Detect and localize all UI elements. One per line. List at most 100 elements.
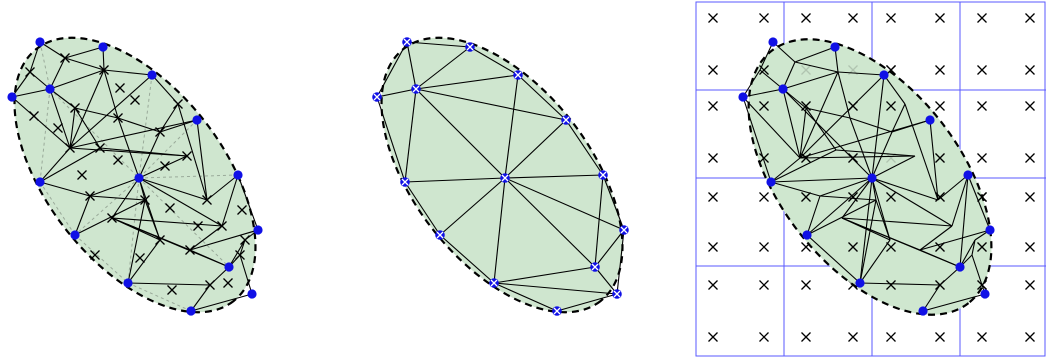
- x-marker: [140, 195, 150, 205]
- panel-3-vertex-dot: [867, 173, 877, 183]
- panel-3-mesh-edge: [875, 199, 891, 241]
- panel-3-mesh-edge: [742, 96, 772, 183]
- mesh-x-marker: [886, 101, 896, 111]
- panel-3-mesh-edge: [849, 117, 893, 133]
- panel-3-mesh-edge: [919, 225, 953, 251]
- mesh-x-marker: [759, 153, 769, 163]
- x-marker: [115, 83, 125, 93]
- panel-3-mesh-edge: [922, 293, 986, 312]
- x-marker: [113, 155, 123, 165]
- panel-3-vertex-dot: [963, 170, 973, 180]
- panel-3-mesh-edge: [859, 239, 891, 284]
- x-marker: [85, 191, 95, 201]
- panel-1-vertex-dot: [98, 42, 108, 52]
- panel-1-mesh-edge: [190, 284, 211, 312]
- grid-x-marker: [1025, 13, 1035, 23]
- panel-1-mesh-edge: [239, 254, 253, 295]
- panel-1-mesh-edge: [138, 131, 161, 179]
- panel-3-mesh-edge: [951, 174, 969, 227]
- panel-1-mesh-edge: [103, 69, 119, 119]
- grid-x-marker: [848, 13, 858, 23]
- panel-3-mesh-edge: [959, 239, 976, 268]
- vertex-dot-x-overlay: [373, 93, 381, 101]
- x-marker: [160, 161, 170, 171]
- panel-1-mesh-edge: [11, 71, 31, 98]
- vertex-dot-x-overlay: [599, 171, 607, 179]
- x-marker: [95, 143, 105, 153]
- x-marker: [53, 123, 63, 133]
- panel-1-guide-edge: [138, 74, 153, 179]
- panel-2: [372, 36, 629, 316]
- panel-1-mesh-edge: [138, 155, 188, 179]
- mesh-x-marker: [935, 242, 945, 252]
- grid-x-marker: [708, 101, 718, 111]
- panel-1-mesh-edge: [159, 103, 179, 133]
- grid-x-marker: [759, 13, 769, 23]
- panel-1-vertex-dot: [233, 170, 243, 180]
- panel-3-mesh-edge: [891, 119, 931, 133]
- x-marker: [235, 250, 245, 260]
- vertex-dot-x-overlay: [562, 116, 570, 124]
- panel-1-mesh-edge: [127, 282, 211, 286]
- panel-1-mesh-edge: [111, 217, 191, 251]
- x-marker: [107, 213, 117, 223]
- panel-3-mesh-edge: [835, 149, 916, 157]
- panel-3-mesh-edge: [967, 174, 991, 231]
- grid-x-marker: [886, 332, 896, 342]
- panel-1-mesh-edge: [74, 199, 146, 236]
- grid-x-marker: [848, 332, 858, 342]
- mesh-x-marker: [848, 153, 858, 163]
- panel-2-mesh-edge: [404, 181, 441, 236]
- panel-2-mesh-edge: [469, 46, 519, 76]
- grid-x-marker: [977, 65, 987, 75]
- mesh-x-marker: [759, 101, 769, 111]
- x-marker: [202, 195, 212, 205]
- panel-1-vertex-dot: [253, 225, 263, 235]
- x-marker: [217, 221, 227, 231]
- panel-3-vertex-dot: [879, 70, 889, 80]
- x-marker: [237, 205, 247, 215]
- vertex-dot-x-overlay: [436, 231, 444, 239]
- panel-3-vertex-dot: [830, 42, 840, 52]
- panel-3-vertex-dot: [768, 37, 778, 47]
- panel-1-vertex-dot: [147, 70, 157, 80]
- panel-2-mesh-edge: [376, 88, 417, 98]
- mesh-x-marker: [886, 280, 896, 290]
- vertex-dot-x-overlay: [466, 43, 474, 51]
- panel-2-mesh-edge: [504, 177, 625, 231]
- panel-3-mesh-edge: [770, 149, 837, 183]
- panel-3-mesh-edge: [883, 74, 906, 105]
- panel-3-mesh-edge: [799, 107, 807, 159]
- panel-3-mesh-edge: [782, 71, 839, 90]
- vertex-dot-x-overlay: [490, 279, 498, 287]
- x-marker: [65, 143, 75, 153]
- panel-1-guide-edge: [138, 119, 198, 179]
- mesh-x-marker: [801, 153, 811, 163]
- grid-x-marker: [708, 280, 718, 290]
- grid-x-marker: [801, 280, 811, 290]
- panel-3-vertex-dot: [980, 289, 990, 299]
- mesh-x-marker: [935, 153, 945, 163]
- panel-2-mesh-edge: [556, 293, 618, 312]
- panel-1-vertex-dot: [35, 177, 45, 187]
- panel-3-mesh-edge: [799, 71, 839, 159]
- panel-3-mesh-edge: [819, 177, 873, 197]
- mesh-x-marker: [801, 101, 811, 111]
- panel-3-mesh-edge: [959, 174, 969, 268]
- x-marker: [173, 99, 183, 109]
- x-marker: [130, 95, 140, 105]
- panel-3-mesh-edge: [859, 177, 873, 284]
- panel-1-mesh-edge: [221, 174, 239, 227]
- panel-2-mesh-edge: [504, 174, 604, 179]
- x-marker: [185, 245, 195, 255]
- panel-2-mesh-edge: [594, 174, 604, 268]
- panel-1-mesh-edge: [74, 107, 101, 149]
- grid-x-marker: [935, 65, 945, 75]
- x-marker: [135, 253, 145, 263]
- panel-3-mesh-edge: [841, 217, 921, 251]
- panel-1-mesh-edge: [159, 119, 198, 133]
- panel-2-mesh-edge: [415, 46, 471, 90]
- panel-3-mesh-edge: [770, 177, 873, 183]
- panel-1-mesh-edge: [196, 119, 208, 201]
